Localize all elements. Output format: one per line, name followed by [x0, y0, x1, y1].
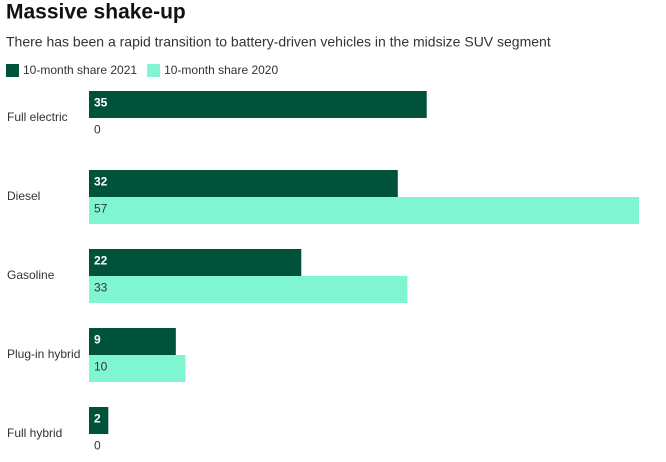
legend-label: 10-month share 2020	[164, 63, 278, 77]
value-label: 57	[94, 202, 108, 216]
bar	[89, 249, 302, 276]
chart-subtitle: There has been a rapid transition to bat…	[6, 34, 551, 50]
bar	[89, 355, 186, 382]
bar	[89, 407, 109, 434]
legend-label: 10-month share 2021	[23, 63, 137, 77]
value-label: 35	[94, 96, 108, 110]
value-label: 0	[94, 439, 101, 453]
legend-swatch	[6, 64, 19, 77]
value-label: 2	[94, 412, 101, 426]
chart-title: Massive shake-up	[6, 1, 186, 24]
value-label: 10	[94, 360, 108, 374]
category-label: Full electric	[7, 110, 68, 124]
bar	[89, 197, 639, 224]
category-label: Gasoline	[7, 268, 55, 282]
category-label: Plug-in hybrid	[7, 347, 80, 361]
value-label: 32	[94, 175, 108, 189]
bar	[89, 91, 427, 118]
value-label: 22	[94, 254, 108, 268]
category-label: Full hybrid	[7, 426, 62, 440]
bar	[89, 276, 408, 303]
bar	[89, 328, 176, 355]
value-label: 9	[94, 333, 101, 347]
bar	[89, 170, 398, 197]
category-label: Diesel	[7, 189, 40, 203]
value-label: 0	[94, 123, 101, 137]
legend-swatch	[147, 64, 161, 77]
value-label: 33	[94, 281, 108, 295]
